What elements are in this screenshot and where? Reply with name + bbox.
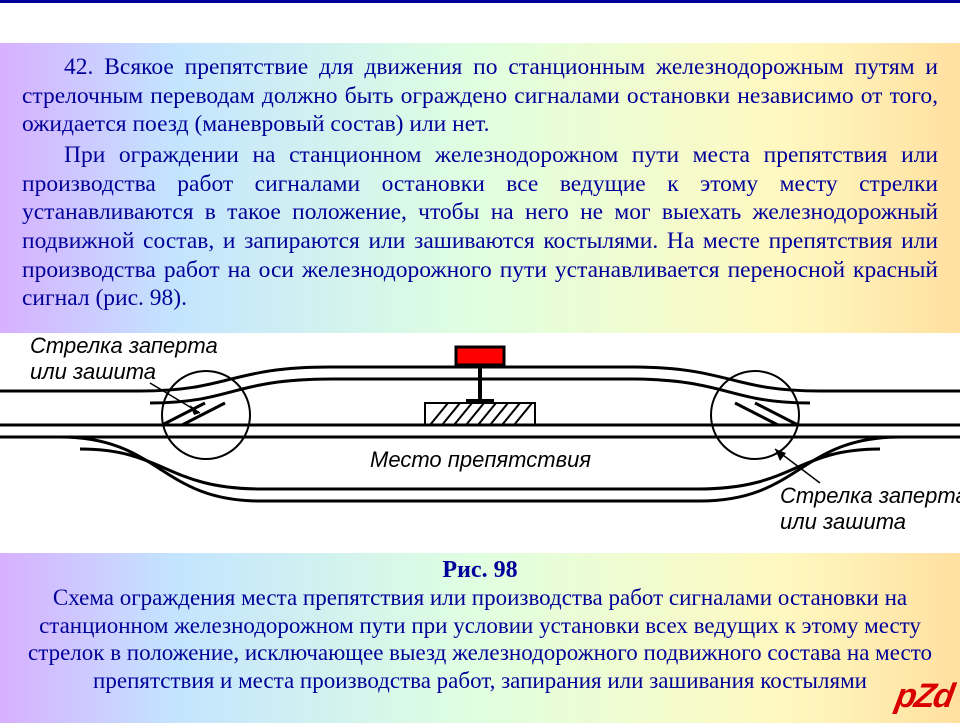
label-obstacle: Место препятствия [370, 447, 591, 472]
figure-title: Рис. 98 [12, 557, 948, 584]
figure-caption: Схема ограждения места препятствия или п… [12, 584, 948, 694]
switch-right-blade2 [735, 403, 778, 425]
red-signal [456, 347, 504, 401]
paragraph-explain: При ограждении на станционном железнодор… [22, 141, 938, 313]
figure-caption-block: Рис. 98 Схема ограждения места препятств… [0, 553, 960, 723]
obstacle-hatch [425, 403, 535, 425]
label-right-switch-1: Стрелка заперта [780, 483, 960, 508]
paragraph-42: 42. Всякое препятствие для движения по с… [22, 53, 938, 139]
label-right-switch-2: или зашита [780, 509, 906, 534]
rzd-logo: pZd [892, 677, 955, 716]
label-left-switch-1: Стрелка заперта [30, 333, 218, 358]
switch-right-blade1 [755, 403, 798, 425]
page-root: 42. Всякое препятствие для движения по с… [0, 0, 960, 720]
track-diagram: Стрелка заперта или зашита [0, 333, 960, 553]
label-left-switch-2: или зашита [30, 359, 156, 384]
switch-left-blade1 [162, 403, 205, 425]
top-text-block: 42. Всякое препятствие для движения по с… [0, 43, 960, 333]
